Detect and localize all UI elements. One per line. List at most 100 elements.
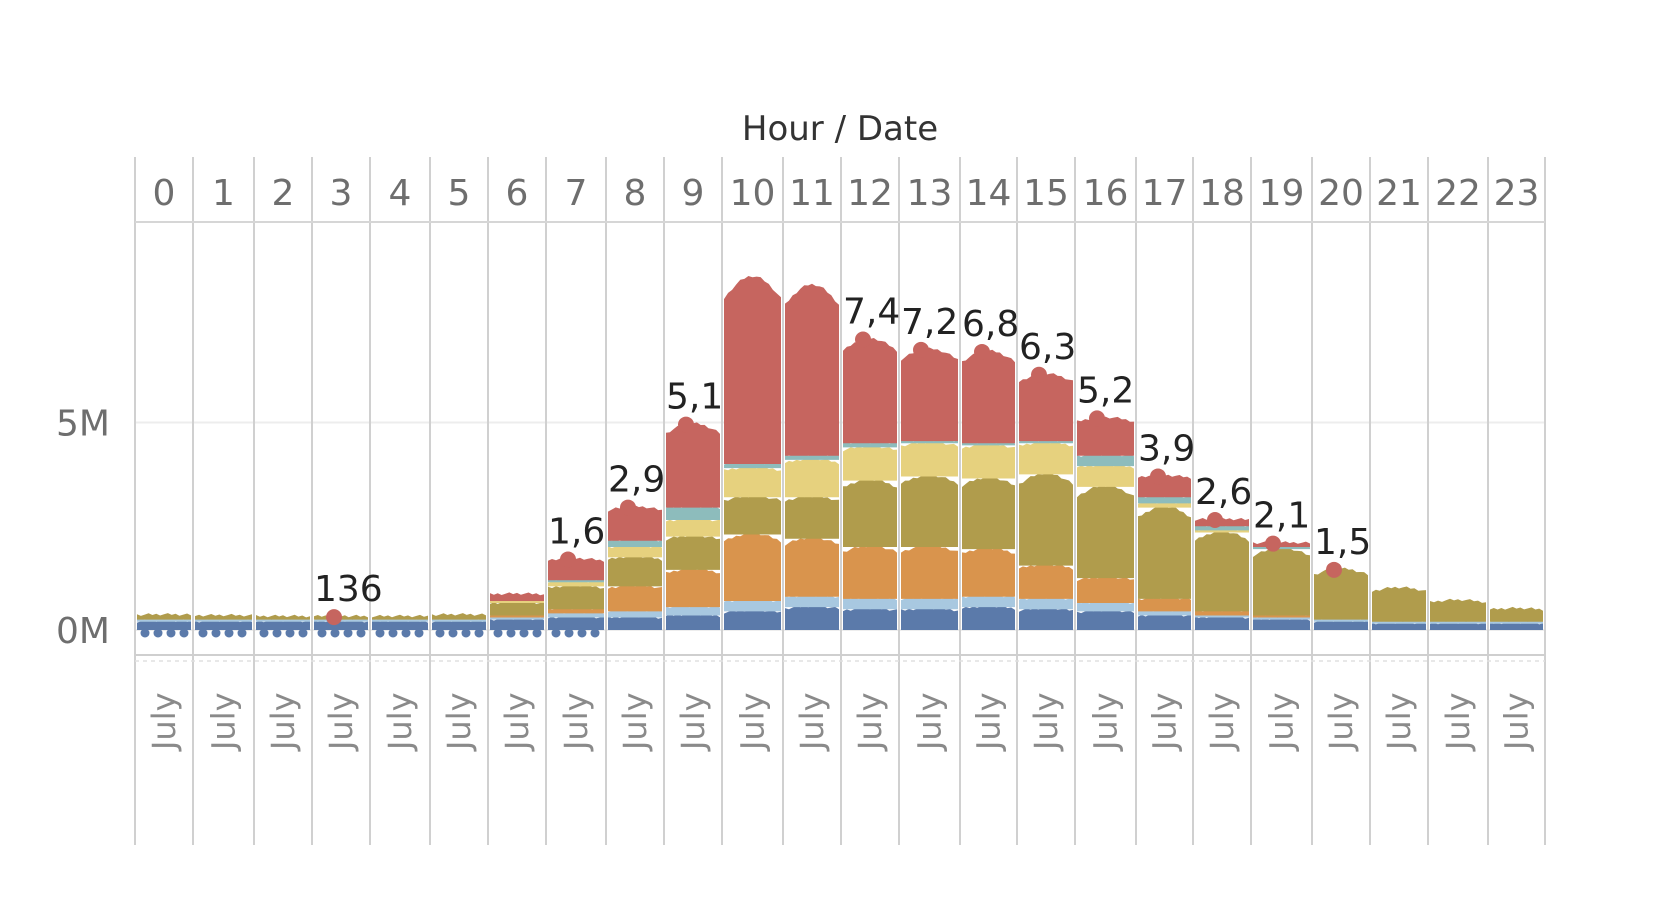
area-series-2-hour-12 (843, 544, 897, 599)
area-series-5-hour-9 (666, 505, 720, 521)
area-series-3-hour-10 (724, 494, 781, 535)
hour-tick-label: 10 (730, 173, 776, 214)
date-tick-label: July (498, 692, 536, 752)
area-series-0-hour-6 (490, 617, 544, 630)
hour-tick-label: 9 (682, 173, 705, 214)
area-series-0-hour-16 (1077, 609, 1134, 630)
area-series-6-hour-14 (962, 349, 1015, 444)
area-series-3-hour-1 (195, 613, 252, 620)
data-label: 136 (314, 569, 383, 610)
baseline-dot (330, 628, 340, 638)
hour-tick-label: 4 (389, 173, 412, 214)
baseline-dot (532, 628, 542, 638)
baseline-dot (435, 628, 445, 638)
area-series-2-hour-9 (666, 567, 720, 608)
data-label: 1,5 (1314, 522, 1371, 563)
baseline-dot (317, 628, 327, 638)
data-label: 5,2 (1077, 370, 1134, 411)
hour-tick-label: 5 (448, 173, 471, 214)
area-series-1-hour-13 (901, 596, 958, 610)
hour-tick-label: 0 (153, 173, 176, 214)
date-tick-label: July (911, 692, 949, 752)
data-label: 2,1 (1253, 496, 1310, 537)
area-series-3-hour-4 (372, 614, 428, 620)
peak-marker (1150, 468, 1166, 485)
area-series-3-hour-15 (1019, 472, 1073, 566)
area-series-1-hour-15 (1019, 596, 1073, 610)
area-series-4-hour-11 (785, 457, 839, 498)
peak-marker (620, 499, 636, 516)
area-series-2-hour-14 (962, 547, 1015, 597)
area-series-0-hour-1 (195, 619, 252, 630)
area-series-3-hour-23 (1490, 606, 1543, 622)
area-series-1-hour-11 (785, 594, 839, 608)
area-series-3-hour-5 (432, 613, 486, 620)
area-series-0-hour-3 (314, 619, 368, 630)
baseline-dot (577, 628, 587, 638)
baseline-dot (401, 628, 411, 638)
chart-title: Hour / Date (742, 109, 938, 149)
date-tick-label: July (1439, 692, 1477, 752)
baseline-dot (166, 628, 176, 638)
data-label: 1,6 (548, 511, 605, 552)
data-label: 2,6 (1195, 472, 1252, 513)
baseline-dot (298, 628, 308, 638)
peak-marker (1326, 561, 1342, 578)
area-series-2-hour-11 (785, 536, 839, 597)
baseline-dot (375, 628, 385, 638)
date-tick-label: July (1203, 692, 1241, 752)
peak-marker (326, 609, 342, 626)
peak-marker (560, 551, 576, 568)
area-series-1-hour-14 (962, 594, 1015, 608)
peak-marker (1031, 366, 1047, 383)
baseline-dot (551, 628, 561, 638)
hour-tick-label: 16 (1083, 173, 1129, 214)
area-series-6-hour-10 (724, 276, 781, 464)
area-series-3-hour-16 (1077, 485, 1134, 579)
date-tick-label: July (205, 692, 243, 752)
area-series-3-hour-2 (256, 614, 310, 620)
data-label: 7,2 (901, 302, 958, 343)
area-series-2-hour-15 (1019, 563, 1073, 599)
area-series-6-hour-7 (548, 557, 604, 581)
hour-tick-label: 1 (212, 173, 235, 214)
baseline-dot (519, 628, 529, 638)
area-series-4-hour-12 (843, 445, 897, 481)
date-tick-label: July (793, 692, 831, 752)
hour-tick-label: 21 (1376, 173, 1422, 214)
area-series-4-hour-9 (666, 517, 720, 537)
area-series-0-hour-7 (548, 615, 604, 630)
area-series-3-hour-20 (1314, 567, 1368, 620)
area-series-3-hour-0 (137, 613, 191, 620)
hour-tick-label: 7 (565, 173, 588, 214)
area-series-3-hour-11 (785, 495, 839, 539)
peak-marker (855, 331, 871, 348)
area-series-3-hour-13 (901, 474, 958, 547)
area-series-3-hour-19 (1253, 546, 1310, 616)
area-series-4-hour-13 (901, 440, 958, 477)
data-label: 5,1 (666, 377, 723, 418)
area-series-0-hour-0 (137, 619, 191, 630)
hour-tick-label: 6 (506, 173, 529, 214)
date-tick-label: July (557, 692, 595, 752)
hour-tick-label: 17 (1142, 173, 1188, 214)
date-tick-label: July (734, 692, 772, 752)
area-series-0-hour-12 (843, 607, 897, 630)
date-tick-label: July (1087, 692, 1125, 752)
date-tick-label: July (1498, 692, 1536, 752)
baseline-dot (388, 628, 398, 638)
baseline-dot (237, 628, 247, 638)
hour-tick-label: 8 (624, 173, 647, 214)
area-layer (137, 276, 1543, 638)
area-series-1-hour-16 (1077, 600, 1134, 612)
peak-marker (678, 416, 694, 433)
date-tick-label: July (1146, 692, 1184, 752)
area-series-6-hour-13 (901, 347, 958, 442)
area-series-2-hour-13 (901, 545, 958, 599)
area-series-3-hour-8 (608, 555, 662, 587)
area-series-6-hour-19 (1253, 541, 1310, 547)
date-tick-label: July (322, 692, 360, 752)
area-series-4-hour-15 (1019, 441, 1073, 475)
date-tick-label: July (1322, 692, 1360, 752)
